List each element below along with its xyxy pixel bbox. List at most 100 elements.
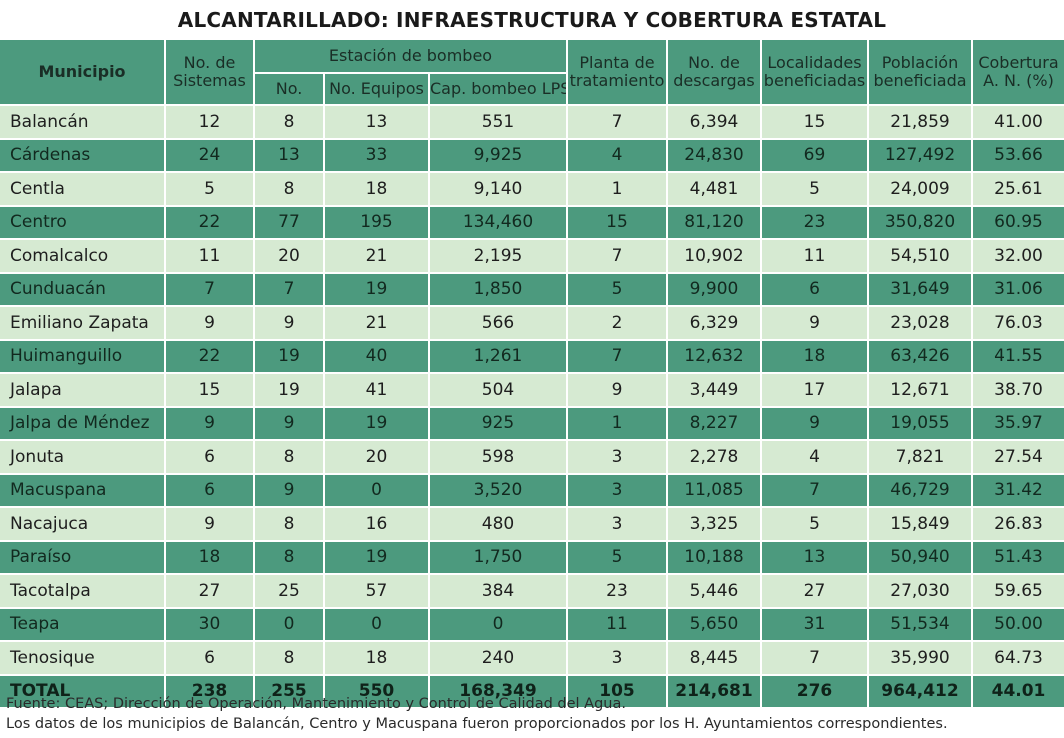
cell-estacion-no: 8	[253, 105, 324, 139]
total-planta-tratamiento: 105	[566, 674, 667, 707]
cell-poblacion: 19,055	[867, 406, 972, 440]
cell-no-descargas: 5,650	[666, 607, 761, 641]
cell-municipio: Jonuta	[0, 440, 165, 474]
cell-estacion-no: 19	[253, 373, 324, 407]
cell-estacion-no: 9	[253, 306, 324, 340]
total-municipio: TOTAL	[0, 674, 165, 707]
total-estacion-no: 255	[253, 674, 324, 707]
cell-municipio: Jalapa	[0, 373, 165, 407]
cell-cap-bombeo: 2,195	[428, 239, 567, 273]
table-row: Cárdenas 24 13 33 9,925 4 24,830 69 127,492 53.66	[0, 138, 1064, 172]
cell-planta-tratamiento: 11	[566, 607, 667, 641]
cell-cap-bombeo: 598	[428, 440, 567, 474]
footer-source: Fuente: CEAS; Dirección de Operación, Ma…	[6, 696, 626, 712]
cell-municipio: Balancán	[0, 105, 165, 139]
source-footer: Fuente: CEAS; Dirección de Operación, Ma…	[6, 694, 948, 734]
header-estacion-bombeo: Estación de bombeo	[253, 40, 567, 74]
table-row: Balancán 12 8 13 551 7 6,394 15 21,859 41.00	[0, 105, 1064, 139]
cell-cobertura: 51.43	[971, 540, 1064, 574]
cell-planta-tratamiento: 1	[566, 172, 667, 206]
total-no-descargas: 214,681	[666, 674, 761, 707]
cell-poblacion: 63,426	[867, 339, 972, 373]
cell-poblacion: 50,940	[867, 540, 972, 574]
cell-poblacion: 51,534	[867, 607, 972, 641]
table-row: Huimanguillo 22 19 40 1,261 7 12,632 18 63,426 41…	[0, 339, 1064, 373]
cell-municipio: Centro	[0, 205, 165, 239]
cell-cap-bombeo: 480	[428, 507, 567, 541]
cell-localidades: 4	[760, 440, 868, 474]
cell-cobertura: 41.55	[971, 339, 1064, 373]
cell-poblacion: 24,009	[867, 172, 972, 206]
cell-poblacion: 54,510	[867, 239, 972, 273]
header-localidades: Localidades beneficiadas	[760, 40, 868, 105]
header-cobertura: Cobertura A. N. (%)	[971, 40, 1064, 105]
cell-no-descargas: 4,481	[666, 172, 761, 206]
cell-cobertura: 59.65	[971, 574, 1064, 608]
header-planta-tratamiento: Planta de tratamiento	[566, 40, 667, 105]
cell-no-sistemas: 9	[164, 507, 254, 541]
cell-no-descargas: 10,188	[666, 540, 761, 574]
cell-no-sistemas: 6	[164, 473, 254, 507]
cell-no-sistemas: 18	[164, 540, 254, 574]
cell-planta-tratamiento: 9	[566, 373, 667, 407]
cell-cobertura: 64.73	[971, 641, 1064, 675]
cell-no-equipos: 33	[323, 138, 429, 172]
cell-planta-tratamiento: 3	[566, 440, 667, 474]
footer-note: Los datos de los municipios de Balancán,…	[6, 716, 948, 732]
cell-cap-bombeo: 384	[428, 574, 567, 608]
cell-municipio: Tenosique	[0, 641, 165, 675]
cell-localidades: 9	[760, 406, 868, 440]
cell-estacion-no: 8	[253, 440, 324, 474]
cell-poblacion: 350,820	[867, 205, 972, 239]
cell-poblacion: 7,821	[867, 440, 972, 474]
cell-cap-bombeo: 1,261	[428, 339, 567, 373]
cell-planta-tratamiento: 7	[566, 239, 667, 273]
cell-municipio: Huimanguillo	[0, 339, 165, 373]
cell-localidades: 5	[760, 507, 868, 541]
cell-municipio: Comalcalco	[0, 239, 165, 273]
cell-no-descargas: 8,445	[666, 641, 761, 675]
cell-estacion-no: 8	[253, 540, 324, 574]
cell-planta-tratamiento: 15	[566, 205, 667, 239]
cell-planta-tratamiento: 23	[566, 574, 667, 608]
coverage-table: Municipio No. de Sistemas Estación de bom…	[0, 40, 1064, 707]
cell-no-descargas: 11,085	[666, 473, 761, 507]
cell-estacion-no: 20	[253, 239, 324, 273]
header-estacion-no: No.	[253, 73, 324, 105]
table-row: Tacotalpa 27 25 57 384 23 5,446 27 27,030 59.65	[0, 574, 1064, 608]
cell-estacion-no: 0	[253, 607, 324, 641]
table-row: Jonuta 6 8 20 598 3 2,278 4 7,821 27.54	[0, 440, 1064, 474]
cell-cap-bombeo: 0	[428, 607, 567, 641]
cell-planta-tratamiento: 3	[566, 641, 667, 675]
table-row: Jalpa de Méndez 9 9 19 925 1 8,227 9 19,055 35.97	[0, 406, 1064, 440]
cell-municipio: Nacajuca	[0, 507, 165, 541]
cell-planta-tratamiento: 4	[566, 138, 667, 172]
cell-planta-tratamiento: 3	[566, 473, 667, 507]
cell-no-equipos: 19	[323, 272, 429, 306]
cell-no-descargas: 12,632	[666, 339, 761, 373]
cell-estacion-no: 9	[253, 473, 324, 507]
cell-planta-tratamiento: 2	[566, 306, 667, 340]
cell-no-sistemas: 5	[164, 172, 254, 206]
table-row: Centla 5 8 18 9,140 1 4,481 5 24,009 25.61	[0, 172, 1064, 206]
cell-municipio: Tacotalpa	[0, 574, 165, 608]
cell-poblacion: 27,030	[867, 574, 972, 608]
cell-no-descargas: 5,446	[666, 574, 761, 608]
cell-estacion-no: 13	[253, 138, 324, 172]
table-row: Teapa 30 0 0 0 11 5,650 31 51,534 50.00	[0, 607, 1064, 641]
cell-localidades: 5	[760, 172, 868, 206]
cell-poblacion: 35,990	[867, 641, 972, 675]
cell-no-equipos: 41	[323, 373, 429, 407]
header-municipio: Municipio	[0, 40, 165, 105]
cell-planta-tratamiento: 3	[566, 507, 667, 541]
cell-no-equipos: 195	[323, 205, 429, 239]
total-cobertura: 44.01	[971, 674, 1064, 707]
cell-no-equipos: 18	[323, 172, 429, 206]
cell-no-equipos: 19	[323, 540, 429, 574]
cell-no-equipos: 13	[323, 105, 429, 139]
cell-no-sistemas: 22	[164, 339, 254, 373]
cell-no-descargas: 9,900	[666, 272, 761, 306]
cell-no-equipos: 57	[323, 574, 429, 608]
cell-cobertura: 35.97	[971, 406, 1064, 440]
cell-no-equipos: 19	[323, 406, 429, 440]
